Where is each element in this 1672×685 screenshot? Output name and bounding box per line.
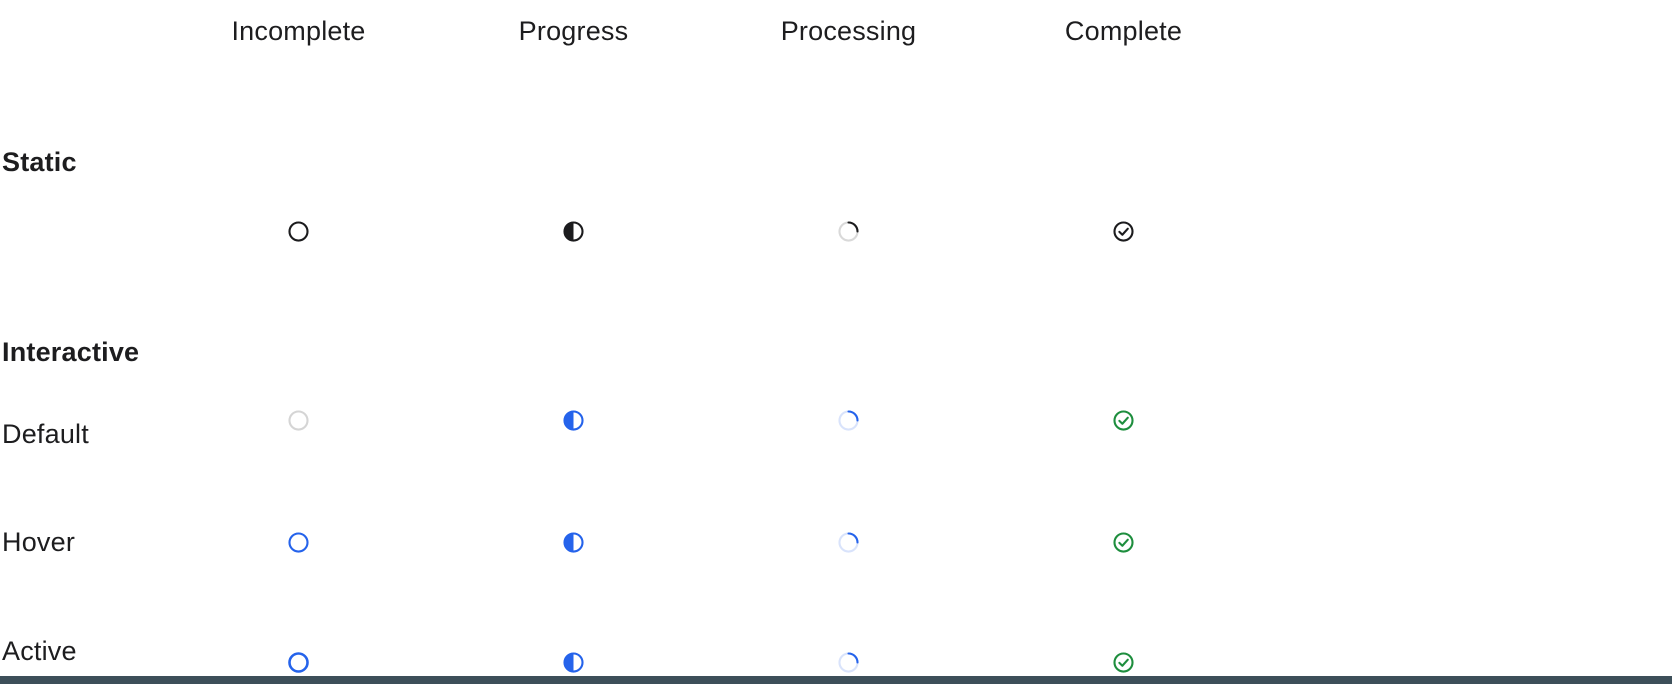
column-headers-row: Incomplete Progress Processing Complete [0,10,1436,52]
interactive-row-default: Default [0,397,1436,449]
complete-check-circle-icon [1113,220,1134,242]
processing-spinner-icon[interactable] [837,531,860,554]
incomplete-hover-cell[interactable] [161,531,436,554]
column-header-progress: Progress [518,15,629,46]
processing-active-cell[interactable] [711,651,986,674]
progress-half-circle-icon[interactable] [562,651,585,674]
column-header-processing: Processing [780,15,917,46]
row-label-active: Active [2,635,77,666]
processing-default-cell[interactable] [711,409,986,432]
progress-hover-cell[interactable] [436,531,711,554]
bottom-edge-bar [0,676,1672,684]
complete-default-cell[interactable] [986,409,1261,432]
column-header-incomplete: Incomplete [231,15,366,46]
row-label-default-cell: Default [0,405,161,449]
processing-spinner-icon[interactable] [837,651,860,674]
complete-check-circle-icon[interactable] [1112,531,1135,554]
complete-hover-cell[interactable] [986,531,1261,554]
incomplete-static-cell [161,220,436,243]
row-label-hover: Hover [2,526,76,557]
progress-static-cell [436,220,711,243]
interactive-row-active: Active [0,636,1436,685]
complete-static-cell [986,220,1261,243]
processing-hover-cell[interactable] [711,531,986,554]
incomplete-circle-icon[interactable] [287,531,310,554]
row-label-default: Default [2,418,89,449]
incomplete-circle-icon[interactable] [287,651,310,674]
complete-check-circle-icon[interactable] [1112,409,1135,432]
section-label-static: Static [2,147,77,177]
complete-active-cell[interactable] [986,651,1261,674]
incomplete-circle-icon[interactable] [287,409,310,432]
interactive-row-hover: Hover [0,519,1436,565]
processing-static-cell [711,220,986,243]
progress-half-circle-icon[interactable] [562,531,585,554]
processing-spinner-icon [838,220,859,242]
section-label-interactive: Interactive [2,337,140,367]
incomplete-active-cell[interactable] [161,651,436,674]
static-icons-row [0,208,1436,254]
row-label-active-cell: Active [0,636,161,678]
progress-half-circle-icon[interactable] [562,409,585,432]
processing-spinner-icon[interactable] [837,409,860,432]
progress-half-circle-icon [563,220,584,242]
progress-active-cell[interactable] [436,651,711,674]
complete-check-circle-icon[interactable] [1112,651,1135,674]
row-label-hover-cell: Hover [0,527,161,558]
column-header-complete: Complete [1064,15,1183,46]
incomplete-circle-icon [288,220,309,242]
incomplete-default-cell[interactable] [161,409,436,432]
progress-default-cell[interactable] [436,409,711,432]
